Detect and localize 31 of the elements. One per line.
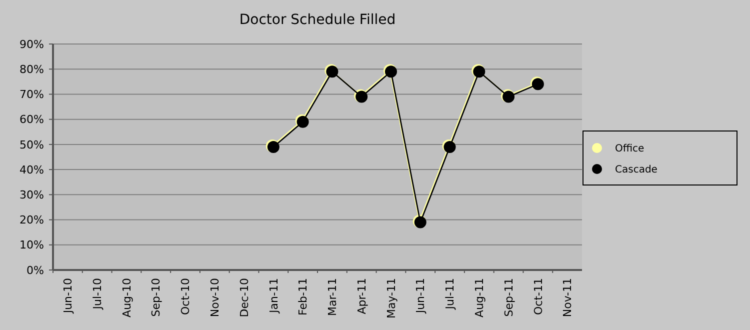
x-tick-label: Jan-11 <box>267 278 280 314</box>
x-tick-label: Sep-10 <box>150 278 163 317</box>
legend-label: Cascade <box>615 164 658 176</box>
chart-title: Doctor Schedule Filled <box>239 12 396 28</box>
x-tick-label: Oct-10 <box>179 278 192 315</box>
y-tick-label: 40% <box>20 163 44 176</box>
x-tick-label: Dec-10 <box>238 278 251 318</box>
y-tick-label: 30% <box>20 188 44 202</box>
x-tick-label: Jul-11 <box>444 278 457 310</box>
x-tick-label: Nov-10 <box>208 278 222 318</box>
x-tick-label: Nov-11 <box>561 278 574 318</box>
x-tick-label: Jul-10 <box>90 278 104 310</box>
x-tick-label: Feb-11 <box>296 278 310 316</box>
x-tick-label: Aug-10 <box>120 278 134 318</box>
x-tick-label: Jun-11 <box>414 278 428 314</box>
y-tick-label: 80% <box>20 62 44 76</box>
x-tick-label: Oct-11 <box>532 278 545 315</box>
y-tick-label: 10% <box>20 238 44 252</box>
x-tick-label: May-11 <box>384 278 398 319</box>
legend-label: Office <box>615 144 644 154</box>
x-tick-label: Apr-11 <box>355 278 368 314</box>
y-tick-label: 50% <box>20 138 44 152</box>
y-tick-label: 0% <box>26 264 44 277</box>
x-tick-label: Aug-11 <box>472 278 486 318</box>
y-tick-label: 60% <box>20 113 44 126</box>
x-tick-label: Mar-11 <box>326 278 340 316</box>
y-tick-label: 90% <box>20 38 44 51</box>
x-tick-label: Sep-11 <box>502 278 516 317</box>
y-tick-label: 70% <box>20 88 44 102</box>
y-tick-label: 20% <box>20 214 44 227</box>
x-tick-label: Jun-10 <box>62 278 75 314</box>
